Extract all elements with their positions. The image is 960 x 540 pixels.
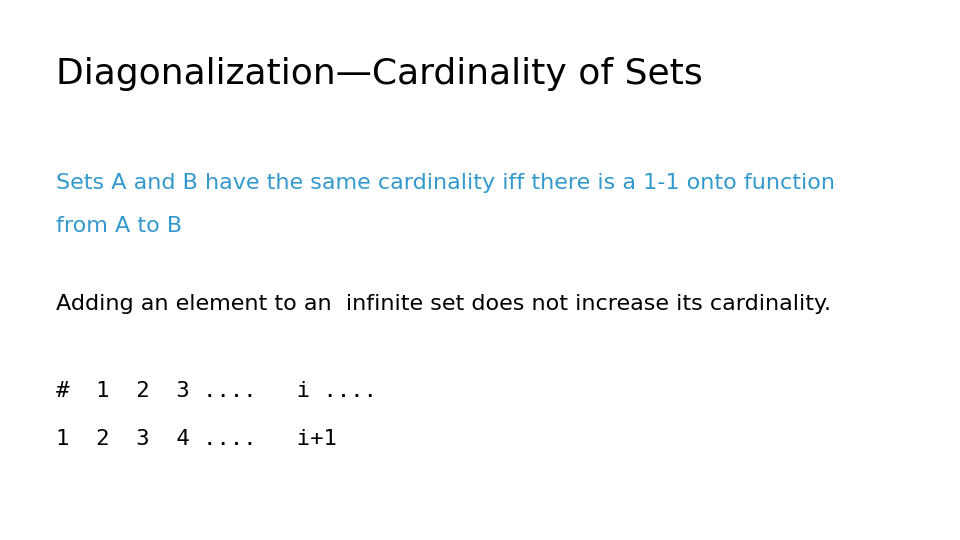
Text: Adding an element to an  infinite set does not increase its cardinality.: Adding an element to an infinite set doe… bbox=[56, 294, 830, 314]
Text: #  1  2  3 ....   i ....: # 1 2 3 .... i .... bbox=[56, 381, 376, 401]
Text: Sets A and B have the same cardinality iff there is a 1-1 onto function: Sets A and B have the same cardinality i… bbox=[56, 173, 834, 193]
Text: Diagonalization—Cardinality of Sets: Diagonalization—Cardinality of Sets bbox=[56, 57, 703, 91]
Text: from A to B: from A to B bbox=[56, 216, 181, 236]
Text: 1  2  3  4 ....   i+1: 1 2 3 4 .... i+1 bbox=[56, 429, 337, 449]
